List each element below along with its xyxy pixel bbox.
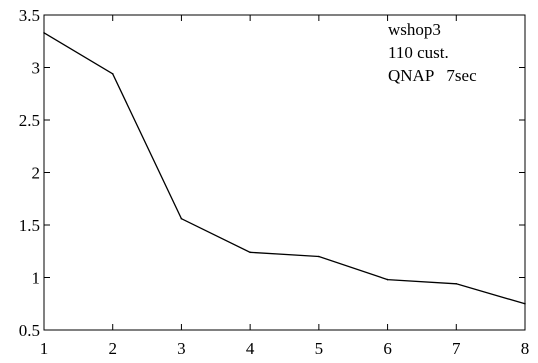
data-point: [180, 217, 183, 220]
y-tick-label: 2: [32, 164, 41, 183]
plot-frame: [43, 14, 526, 331]
data-point: [318, 255, 320, 258]
x-tick-label: 8: [521, 339, 530, 358]
x-tick-label: 3: [177, 339, 186, 358]
y-tick-labels: 0.5 1 1.5 2 2.5 3 3.5: [19, 6, 40, 340]
annotation-line-1: wshop3: [388, 20, 441, 39]
series: [43, 32, 526, 305]
x-tick-labels: 1 2 3 4 5 6 7 8: [40, 339, 530, 358]
y-tick-label: 3: [32, 59, 41, 78]
annotation-line-2: 110 cust.: [388, 43, 449, 62]
series-line: [43, 32, 526, 305]
y-tick-label: 0.5: [19, 321, 40, 340]
x-tick-label: 2: [108, 339, 117, 358]
x-tick-label: 4: [246, 339, 255, 358]
data-point: [249, 251, 251, 254]
ticks: [44, 15, 525, 330]
data-point: [455, 283, 458, 285]
data-point: [386, 278, 389, 281]
data-point: [111, 73, 114, 75]
data-point: [43, 32, 45, 34]
x-tick-label: 1: [40, 339, 49, 358]
y-tick-label: 1: [32, 269, 41, 288]
y-tick-label: 1.5: [19, 216, 40, 235]
x-tick-label: 5: [315, 339, 324, 358]
annotation-box: wshop3 110 cust. QNAP 7sec: [388, 20, 477, 85]
data-point: [524, 302, 526, 305]
y-tick-label: 3.5: [19, 6, 40, 25]
y-tick-label: 2.5: [19, 111, 40, 130]
x-tick-label: 6: [383, 339, 392, 358]
x-tick-label: 7: [452, 339, 461, 358]
annotation-line-3: QNAP 7sec: [388, 66, 477, 85]
